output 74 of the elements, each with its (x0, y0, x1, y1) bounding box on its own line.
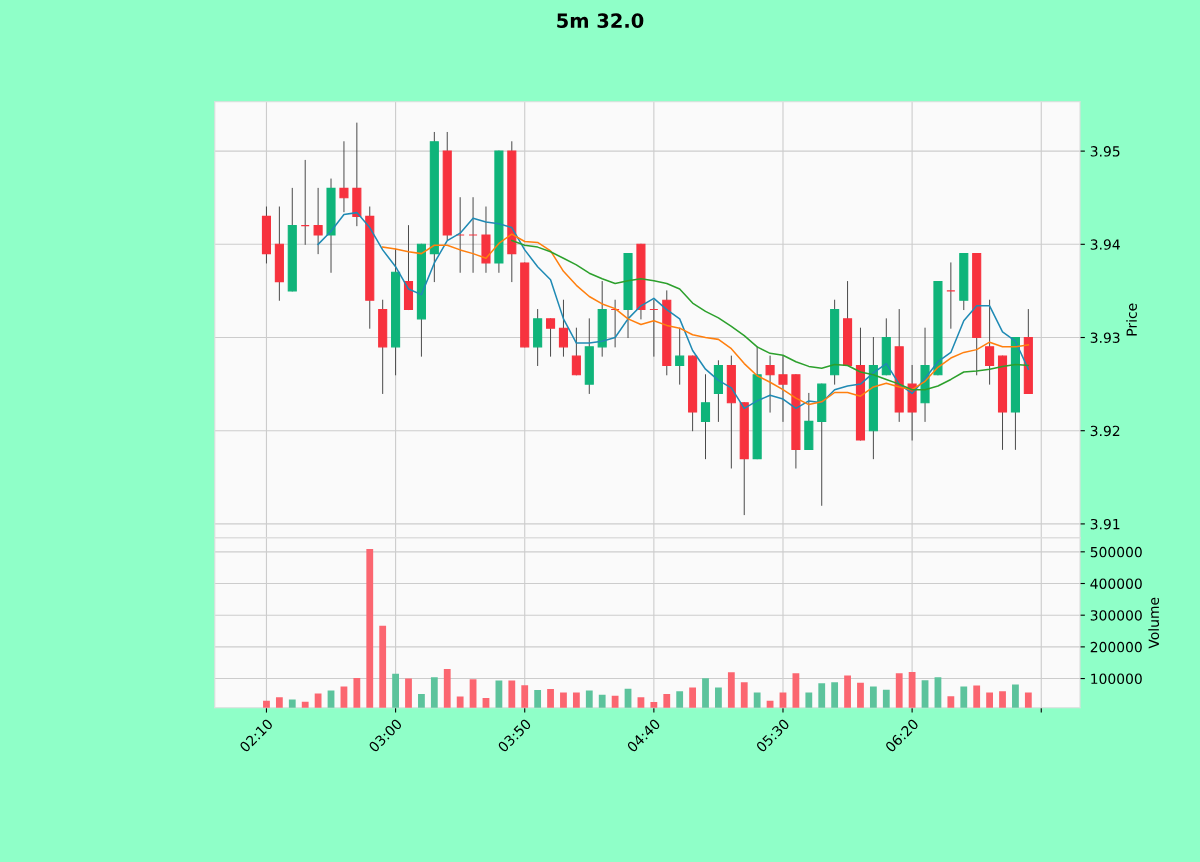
bar (314, 693, 322, 708)
y-tick-label: 3.95 (1090, 146, 1120, 157)
chart-title: 5m 32.0 (557, 13, 644, 28)
bar (908, 671, 916, 708)
bar (869, 686, 877, 708)
bar (430, 677, 438, 708)
candlestick (700, 374, 711, 460)
bar (831, 682, 839, 708)
bar (275, 697, 283, 708)
bar (585, 690, 593, 708)
bar (534, 689, 542, 708)
y-tick-label: 300000 (1090, 610, 1142, 621)
bar (727, 672, 735, 708)
y-tick-label: 100000 (1091, 673, 1142, 685)
bar (443, 669, 451, 708)
bar (960, 686, 968, 708)
bar (508, 680, 516, 708)
bar (1024, 692, 1032, 708)
bar (986, 692, 993, 708)
bar (676, 691, 684, 708)
bar (547, 689, 554, 708)
bar (689, 687, 696, 708)
y-tick-label: 3.94 (1090, 239, 1120, 250)
y-tick-label: 3.92 (1090, 425, 1120, 437)
candlestick (778, 355, 788, 422)
y-tick-label: 3.93 (1090, 332, 1120, 343)
candlestick (765, 355, 775, 413)
bar (392, 673, 399, 708)
candlestick (985, 299, 995, 385)
y-tick-label: 3.91 (1090, 518, 1120, 530)
bar (366, 548, 374, 708)
bar (702, 678, 709, 708)
bar (857, 682, 864, 708)
bar (805, 692, 813, 708)
bar (792, 673, 800, 708)
bar (740, 682, 748, 708)
bar (572, 692, 580, 708)
y-axis-title: Price (1126, 303, 1137, 336)
candlestick (571, 327, 581, 376)
bar (611, 695, 619, 708)
bar (650, 702, 658, 708)
bar (598, 694, 606, 708)
bar (288, 699, 296, 708)
candlestick (339, 141, 349, 213)
line-series (381, 233, 1030, 406)
bar (882, 689, 890, 708)
bar (495, 680, 503, 708)
bar (715, 687, 722, 708)
bar (895, 673, 903, 708)
candlestick (545, 318, 556, 357)
y-tick-label: 500000 (1090, 546, 1142, 558)
line-series (511, 239, 1030, 391)
bar (844, 675, 851, 708)
bar (753, 692, 761, 708)
bar (560, 692, 567, 708)
bar (947, 696, 955, 708)
candlestick (558, 299, 569, 357)
y-tick-label: 200000 (1090, 641, 1142, 653)
line-series (317, 211, 1030, 410)
candlestick (675, 327, 685, 385)
y-tick-label: 400000 (1090, 578, 1142, 589)
candlestick (313, 187, 323, 255)
bar (418, 694, 425, 708)
bar (405, 678, 412, 708)
y-axis-title: Volume (1148, 597, 1160, 649)
bar (1012, 684, 1019, 708)
bar (353, 677, 361, 708)
bar (973, 685, 981, 708)
bar (999, 691, 1006, 708)
bar (456, 696, 464, 708)
bar (521, 685, 529, 708)
bar (663, 694, 671, 708)
bar (818, 683, 826, 708)
bar (379, 625, 387, 708)
